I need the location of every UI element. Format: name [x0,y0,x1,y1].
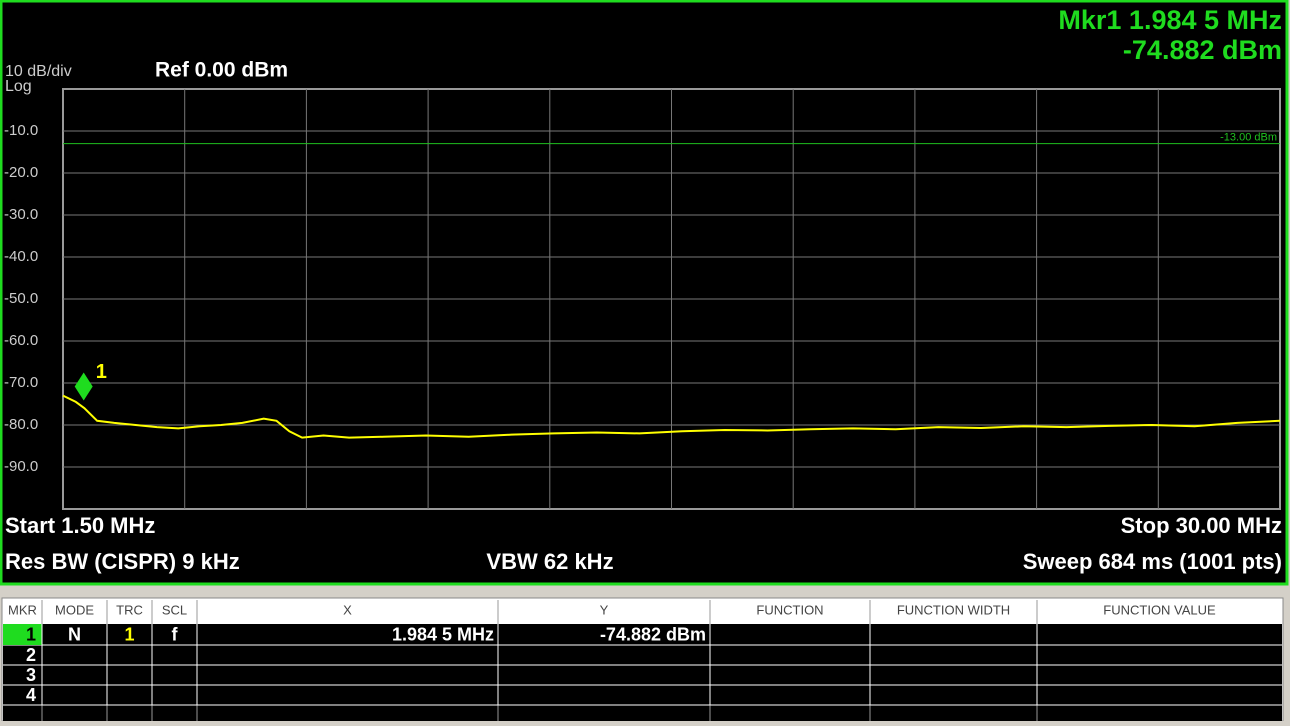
active-marker-cell [3,624,42,645]
marker [74,372,93,401]
table-cell: 3 [26,665,36,685]
marker-amplitude: -74.882 dBm [1123,35,1282,65]
table-cell: 4 [26,685,36,705]
column-header: FUNCTION [756,602,823,617]
reference-level: Ref 0.00 dBm [155,59,288,82]
y-tick-label: -80.0 [4,416,38,433]
table-cell: 1 [124,624,134,644]
stop-frequency: Stop 30.00 MHz [1121,513,1282,538]
y-tick-label: -60.0 [4,332,38,349]
column-header: FUNCTION VALUE [1103,602,1216,617]
y-tick-label: -90.0 [4,458,38,475]
column-header: FUNCTION WIDTH [897,602,1010,617]
limit-label: -13.00 dBm [1220,132,1277,144]
video-bandwidth: VBW 62 kHz [486,549,613,574]
y-tick-label: -20.0 [4,164,38,181]
table-cells: MKR MODE TRC SCL X Y FUNCTION FUNCTION WIDTH FUN… [3,600,1282,721]
column-header: SCL [162,602,187,617]
y-tick-label: -50.0 [4,290,38,307]
table-cell: 1.984 5 MHz [392,624,494,644]
start-frequency: Start 1.50 MHz [5,513,155,538]
scale-label: 10 dB/div [5,63,72,80]
table-cell: 1 [26,624,36,644]
column-header: TRC [116,602,143,617]
column-header: MODE [55,602,94,617]
table-cell: N [68,624,81,644]
column-header: MKR [8,602,37,617]
marker-label: 1 [96,361,107,383]
column-header: X [343,602,352,617]
scale-type: Log [5,78,32,95]
y-tick-label: -70.0 [4,374,38,391]
column-header: Y [600,602,609,617]
y-tick-label: -10.0 [4,122,38,139]
table-cell: f [172,624,179,644]
y-tick-label: -30.0 [4,206,38,223]
sweep-time: Sweep 684 ms (1001 pts) [1023,549,1282,574]
table-cell: -74.882 dBm [600,624,706,644]
table-cell: 2 [26,645,36,665]
resolution-bandwidth: Res BW (CISPR) 9 kHz [5,549,240,574]
trace [62,394,1281,439]
marker-frequency: Mkr1 1.984 5 MHz [1058,5,1282,35]
y-tick-label: -40.0 [4,248,38,265]
